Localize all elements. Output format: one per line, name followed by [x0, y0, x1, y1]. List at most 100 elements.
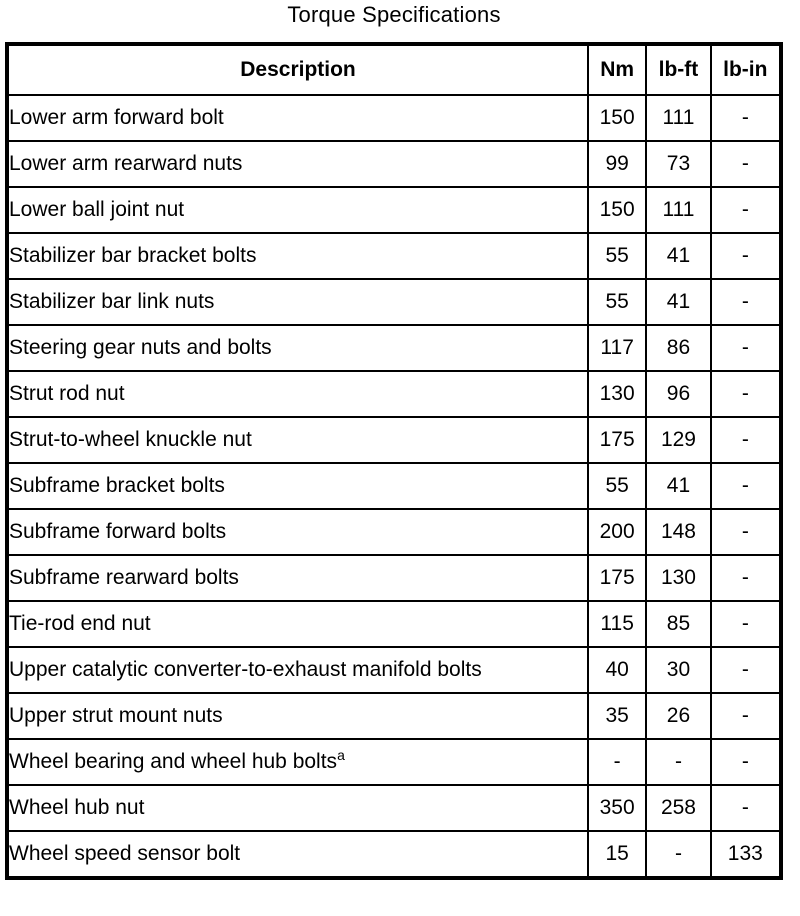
lb-in-value-cell: -	[709, 370, 783, 418]
lb-ft-value-cell: 30	[645, 646, 712, 694]
description-text: Subframe rearward bolts	[9, 566, 239, 589]
description-text: Strut-to-wheel knuckle nut	[9, 428, 252, 451]
table-body: Lower arm forward bolt 150 111- Lower arm r…	[6, 94, 783, 879]
table-row: Subframe bracket bolts 55 41-	[6, 462, 783, 510]
lb-in-value-cell: -	[709, 232, 783, 280]
description-text: Wheel hub nut	[9, 796, 145, 819]
nm-value-cell: 200	[586, 508, 648, 556]
lb-ft-value-cell: 85	[645, 600, 712, 648]
description-cell: Upper strut mount nuts	[6, 692, 589, 740]
lb-in-value-cell: 133	[709, 830, 783, 879]
description-cell: Steering gear nuts and bolts	[6, 324, 589, 372]
table-row: Upper strut mount nuts 35 26-	[6, 692, 783, 740]
nm-value-cell: -	[586, 738, 648, 786]
description-text: Wheel bearing and wheel hub bolts	[9, 750, 338, 773]
header-row: Description Nm lb-ft lb-in	[6, 43, 783, 96]
lb-in-value-cell: -	[709, 462, 783, 510]
description-cell: Stabilizer bar bracket bolts	[6, 232, 589, 280]
lb-ft-value-cell: 111	[645, 94, 712, 142]
lb-ft-value-cell: 26	[645, 692, 712, 740]
table-row: Strut rod nut 130 96-	[6, 370, 783, 418]
table-row: Lower arm forward bolt 150 111-	[6, 94, 783, 142]
description-cell: Subframe bracket bolts	[6, 462, 589, 510]
nm-value-cell: 55	[586, 278, 648, 326]
description-text: Stabilizer bar bracket bolts	[9, 244, 257, 267]
lb-in-value-cell: -	[709, 186, 783, 234]
nm-value-cell: 15	[586, 830, 648, 879]
table-row: Tie-rod end nut 115 85-	[6, 600, 783, 648]
description-text: Strut rod nut	[9, 382, 125, 405]
description-cell: Lower arm forward bolt	[6, 94, 589, 142]
lb-ft-value-cell: 41	[645, 278, 712, 326]
lb-in-value-cell: -	[709, 692, 783, 740]
description-text: Lower ball joint nut	[9, 198, 185, 221]
torque-specifications-table: Description Nm lb-ft lb-in Lower arm for…	[5, 42, 783, 880]
description-cell: Stabilizer bar link nuts	[6, 278, 589, 326]
lb-ft-value-cell: 111	[645, 186, 712, 234]
description-cell: Strut rod nut	[6, 370, 589, 418]
table-row: Lower arm rearward nuts 99 73-	[6, 140, 783, 188]
footnote-marker: a	[337, 747, 345, 763]
description-text: Upper strut mount nuts	[9, 704, 223, 727]
nm-value-cell: 150	[586, 186, 648, 234]
lb-ft-value-cell: 86	[645, 324, 712, 372]
description-cell: Upper catalytic converter-to-exhaust man…	[6, 646, 589, 694]
description-text: Lower arm forward bolt	[9, 106, 224, 129]
lb-in-value-cell: -	[709, 508, 783, 556]
description-text: Wheel speed sensor bolt	[9, 842, 241, 865]
lb-in-value-cell: -	[709, 278, 783, 326]
table-row: Wheel hub nut 350 258-	[6, 784, 783, 832]
description-text: Tie-rod end nut	[9, 612, 151, 635]
lb-ft-value-cell: 96	[645, 370, 712, 418]
table-row: Wheel bearing and wheel hub boltsa - - -	[6, 738, 783, 786]
lb-in-value-cell: -	[709, 324, 783, 372]
lb-ft-value-cell: -	[645, 738, 712, 786]
lb-in-value-cell: -	[709, 94, 783, 142]
description-cell: Subframe rearward bolts	[6, 554, 589, 602]
column-header-description: Description	[6, 43, 589, 96]
lb-in-value-cell: -	[709, 416, 783, 464]
nm-value-cell: 55	[586, 232, 648, 280]
description-cell: Wheel speed sensor bolt	[6, 830, 589, 879]
nm-value-cell: 130	[586, 370, 648, 418]
table-row: Steering gear nuts and bolts 117 86-	[6, 324, 783, 372]
description-text: Upper catalytic converter-to-exhaust man…	[9, 658, 482, 681]
description-cell: Lower ball joint nut	[6, 186, 589, 234]
lb-ft-value-cell: 41	[645, 462, 712, 510]
table-row: Lower ball joint nut 150 111-	[6, 186, 783, 234]
nm-value-cell: 350	[586, 784, 648, 832]
nm-value-cell: 55	[586, 462, 648, 510]
lb-in-value-cell: -	[709, 646, 783, 694]
nm-value-cell: 117	[586, 324, 648, 372]
lb-ft-value-cell: 130	[645, 554, 712, 602]
lb-ft-value-cell: 73	[645, 140, 712, 188]
table-row: Subframe rearward bolts 175 130-	[6, 554, 783, 602]
description-text: Lower arm rearward nuts	[9, 152, 243, 175]
lb-in-value-cell: -	[709, 600, 783, 648]
nm-value-cell: 175	[586, 416, 648, 464]
description-text: Subframe forward bolts	[9, 520, 227, 543]
lb-ft-value-cell: 129	[645, 416, 712, 464]
lb-in-value-cell: -	[709, 140, 783, 188]
column-header-nm: Nm	[586, 43, 648, 96]
description-cell: Subframe forward bolts	[6, 508, 589, 556]
description-text: Subframe bracket bolts	[9, 474, 225, 497]
column-header-lb-in: lb-in	[709, 43, 783, 96]
description-cell: Lower arm rearward nuts	[6, 140, 589, 188]
lb-ft-value-cell: 41	[645, 232, 712, 280]
description-cell: Wheel hub nut	[6, 784, 589, 832]
lb-in-value-cell: -	[709, 554, 783, 602]
nm-value-cell: 40	[586, 646, 648, 694]
nm-value-cell: 175	[586, 554, 648, 602]
table-row: Strut-to-wheel knuckle nut 175 129-	[6, 416, 783, 464]
description-cell: Wheel bearing and wheel hub boltsa	[6, 738, 589, 786]
lb-ft-value-cell: 258	[645, 784, 712, 832]
lb-in-value-cell: -	[709, 784, 783, 832]
lb-ft-value-cell: -	[645, 830, 712, 879]
table-row: Subframe forward bolts 200 148-	[6, 508, 783, 556]
table-row: Stabilizer bar bracket bolts 55 41-	[6, 232, 783, 280]
nm-value-cell: 115	[586, 600, 648, 648]
nm-value-cell: 150	[586, 94, 648, 142]
description-cell: Tie-rod end nut	[6, 600, 589, 648]
nm-value-cell: 99	[586, 140, 648, 188]
